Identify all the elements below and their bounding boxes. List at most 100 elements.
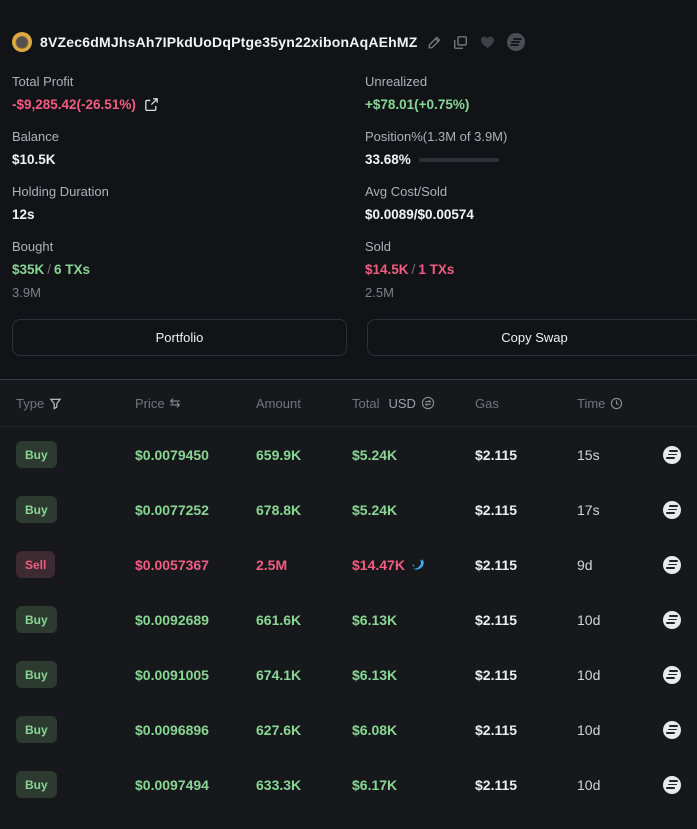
stat-avg-cost-sold: Avg Cost/Sold $0.0089/$0.00574 [365,184,685,222]
trades-table-header: Type Price ⇆ Amount Total USD [0,380,697,427]
swap-arrows-icon: ⇆ [169,395,181,410]
trade-time: 9d [577,556,593,573]
header-amount-label: Amount [256,395,301,411]
sold-txs: 1 TXs [418,262,455,277]
copy-icon[interactable] [453,35,468,50]
stat-label: Total Profit [12,74,74,89]
trade-price: $0.0091005 [135,666,209,683]
trade-row: Buy $0.0096896 627.6K $6.08K $2.115 10d [0,702,697,757]
trade-row: Buy $0.0092689 661.6K $6.13K $2.115 10d [0,592,697,647]
currency-toggle-icon[interactable] [421,396,435,410]
trade-type-badge: Sell [16,551,56,578]
trade-gas: $2.115 [475,556,518,573]
solscan-tx-icon[interactable] [663,720,681,739]
trade-price: $0.0092689 [135,611,209,628]
header-price[interactable]: Price ⇆ [135,395,256,411]
stat-total-profit: Total Profit -$9,285.42(-26.51%) [12,74,365,112]
bought-tokens: 3.9M [12,285,41,300]
header-time-label: Time [577,395,606,411]
header-gas: Gas [475,396,577,411]
trade-row: Buy $0.0091005 674.1K $6.13K $2.115 10d [0,647,697,702]
portfolio-button[interactable]: Portfolio [12,319,347,356]
stats-right-column: Unrealized +$78.01(+0.75%) Position%(1.3… [365,74,685,317]
trade-type-badge: Buy [16,496,57,523]
trade-amount: 627.6K [256,721,302,738]
trade-time: 10d [577,776,601,793]
solscan-tx-icon[interactable] [663,665,681,684]
clock-icon [611,397,623,409]
sold-separator: / [411,262,416,277]
trade-type-badge: Buy [16,716,57,743]
wallet-header: 8VZec6dMJhsAh7IPkdUoDqPtge35yn22xibonAqA… [0,0,697,74]
trade-amount: 678.8K [256,501,302,518]
solscan-tx-icon[interactable] [663,500,681,519]
solscan-icon[interactable] [506,33,525,51]
trade-gas: $2.115 [475,611,518,628]
solscan-tx-icon[interactable] [663,775,681,794]
stat-label: Sold [365,239,392,254]
trade-total: $14.47K [352,556,405,573]
section-divider [0,379,697,380]
header-time[interactable]: Time [577,396,663,411]
wallet-summary-section: 8VZec6dMJhsAh7IPkdUoDqPtge35yn22xibonAqA… [0,0,697,380]
trade-gas: $2.115 [475,721,518,738]
trade-row: Buy $0.0079450 659.9K $5.24K $2.115 15s [0,427,697,482]
favorite-heart-icon[interactable] [479,34,496,50]
trade-price: $0.0077252 [135,501,209,518]
trade-price: $0.0096896 [135,721,209,738]
trade-time: 17s [577,501,600,518]
dolphin-icon [412,559,424,570]
trade-total: $6.13K [352,611,398,628]
filter-funnel-icon[interactable] [49,397,62,410]
trade-price: $0.0079450 [135,446,209,463]
stats-left-column: Total Profit -$9,285.42(-26.51%) Balance [12,74,365,317]
trade-gas: $2.115 [475,446,518,463]
trade-gas: $2.115 [475,501,518,518]
trade-time: 10d [577,721,601,738]
header-total[interactable]: Total USD [352,396,475,411]
stat-unrealized: Unrealized +$78.01(+0.75%) [365,74,685,112]
wallet-address: 8VZec6dMJhsAh7IPkdUoDqPtge35yn22xibonAqA… [40,34,418,50]
stat-holding-duration: Holding Duration 12s [12,184,365,222]
trade-time: 15s [577,446,600,463]
stat-position: Position%(1.3M of 3.9M) 33.68% [365,129,685,167]
trade-amount: 2.5M [256,556,288,573]
trade-amount: 661.6K [256,611,302,628]
position-percent-value: 33.68% [365,152,411,167]
header-gas-label: Gas [475,395,499,411]
header-total-unit: USD [388,395,416,411]
trade-amount: 633.3K [256,776,302,793]
edit-icon[interactable] [427,35,442,50]
trade-total: $5.24K [352,446,398,463]
action-buttons: Portfolio Copy Swap [0,317,697,356]
trade-total: $5.24K [352,501,398,518]
stat-label: Holding Duration [12,184,109,199]
trade-amount: 659.9K [256,446,302,463]
header-type[interactable]: Type [16,396,135,411]
solscan-tx-icon[interactable] [663,610,681,629]
external-link-icon[interactable] [144,97,159,112]
stat-label: Unrealized [365,74,428,89]
trade-total: $6.08K [352,721,398,738]
trade-price: $0.0097494 [135,776,209,793]
solscan-tx-icon[interactable] [663,555,681,574]
header-total-label: Total [352,395,380,411]
bought-separator: / [47,262,52,277]
solscan-tx-icon[interactable] [663,445,681,464]
trade-total: $6.17K [352,776,398,793]
position-progress-bar [418,157,499,162]
stat-balance: Balance $10.5K [12,129,365,167]
wallet-header-icons [427,33,525,51]
sold-amount: $14.5K [365,262,409,277]
header-type-label: Type [16,395,45,411]
avg-cost-sold-value: $0.0089/$0.00574 [365,207,474,222]
copy-swap-button[interactable]: Copy Swap [367,319,697,356]
wallet-avatar [12,32,32,52]
balance-value: $10.5K [12,152,56,167]
bought-txs: 6 TXs [54,262,91,277]
stat-label: Position%(1.3M of 3.9M) [365,129,508,144]
unrealized-value: +$78.01(+0.75%) [365,97,470,112]
header-amount: Amount [256,396,352,411]
wallet-stats: Total Profit -$9,285.42(-26.51%) Balance [0,74,697,317]
